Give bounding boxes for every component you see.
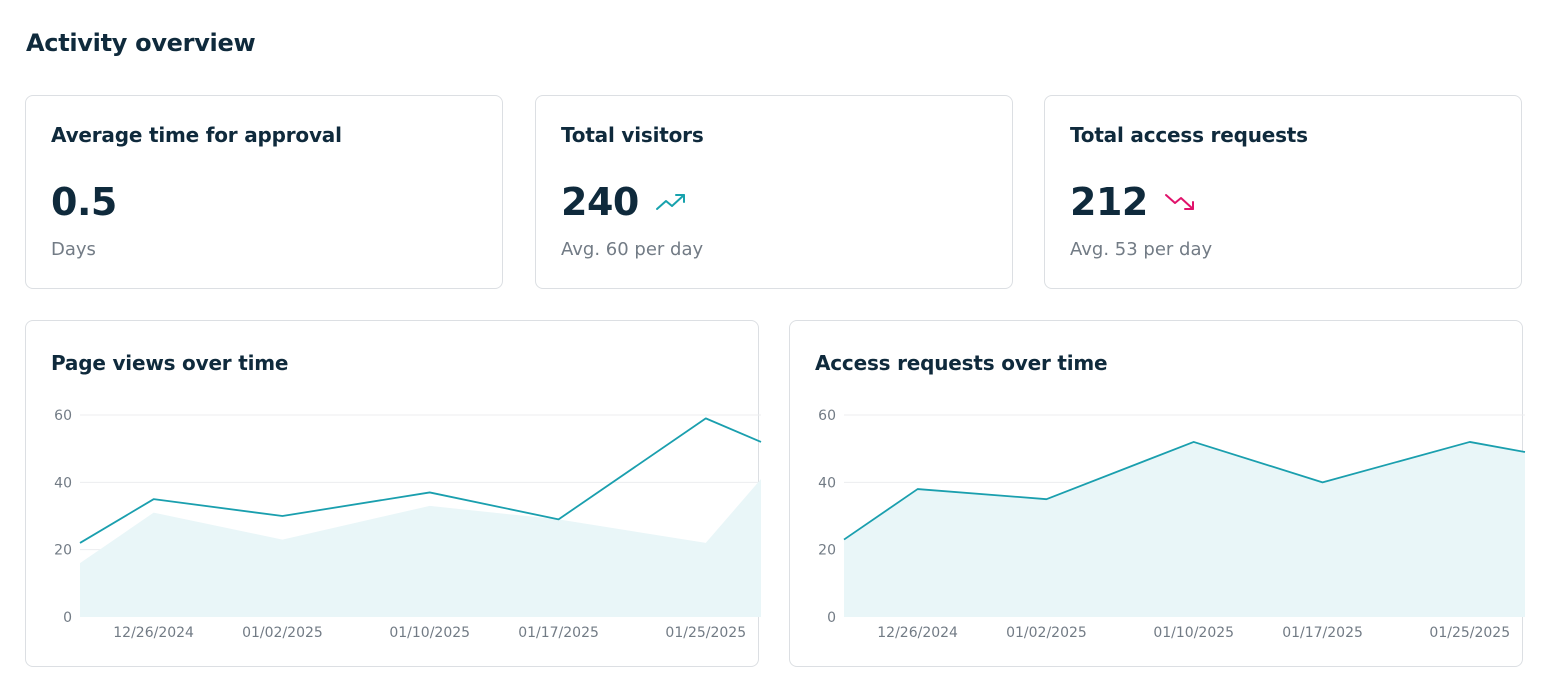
series-line	[843, 441, 1526, 541]
stat-subtitle: Days	[51, 239, 96, 260]
y-tick-label: 0	[63, 610, 72, 626]
y-tick-label: 40	[54, 475, 72, 491]
stat-title: Average time for approval	[51, 123, 342, 147]
stat-value: 212	[1070, 180, 1148, 224]
chart-card-access-requests: Access requests over time 0 20 40 60 12/26/2…	[789, 320, 1526, 667]
stat-value: 0.5	[51, 180, 117, 224]
x-tick-label: 01/10/2025	[1153, 625, 1234, 641]
y-tick-label: 60	[54, 408, 72, 424]
stat-card-approval-time: Average time for approval 0.5 Days	[25, 95, 503, 289]
x-tick-label: 01/17/2025	[518, 625, 599, 641]
trend-down-icon	[1164, 191, 1198, 213]
access-requests-chart: 0 20 40 60 12/26/2024 01/02/2025 01/10/2025 01/…	[818, 408, 1526, 641]
y-tick-label: 0	[827, 610, 836, 626]
x-tick-label: 01/25/2025	[665, 625, 746, 641]
x-tick-label: 01/25/2025	[1429, 625, 1510, 641]
stat-title: Total visitors	[561, 123, 704, 147]
x-tick-label: 01/17/2025	[1282, 625, 1363, 641]
stat-subtitle: Avg. 53 per day	[1070, 239, 1213, 260]
x-tick-label: 12/26/2024	[877, 625, 958, 641]
series-area	[80, 478, 761, 617]
trend-up-icon	[655, 191, 689, 213]
chart-title: Page views over time	[51, 351, 289, 375]
stat-title: Total access requests	[1070, 123, 1308, 147]
y-tick-label: 20	[818, 543, 836, 559]
x-tick-label: 01/02/2025	[1006, 625, 1087, 641]
series-area	[844, 441, 1525, 617]
stat-value: 240	[561, 180, 639, 224]
x-tick-label: 01/10/2025	[389, 625, 470, 641]
y-tick-label: 60	[818, 408, 836, 424]
series-line	[79, 417, 762, 544]
stat-card-total-visitors: Total visitors 240 Avg. 60 per day	[535, 95, 1013, 289]
chart-card-page-views: Page views over time 0 20 40 60 12/26/2024 01…	[25, 320, 762, 667]
x-tick-label: 12/26/2024	[113, 625, 194, 641]
page-views-chart: 0 20 40 60 12/26/2024 01/02/2025 01/10/2025 01/…	[54, 408, 762, 641]
y-tick-label: 20	[54, 543, 72, 559]
stat-card-total-access-requests: Total access requests 212 Avg. 53 per da…	[1044, 95, 1522, 289]
stat-subtitle: Avg. 60 per day	[561, 239, 704, 260]
chart-title: Access requests over time	[815, 351, 1108, 375]
page-title: Activity overview	[26, 29, 256, 57]
x-tick-label: 01/02/2025	[242, 625, 323, 641]
y-tick-label: 40	[818, 475, 836, 491]
